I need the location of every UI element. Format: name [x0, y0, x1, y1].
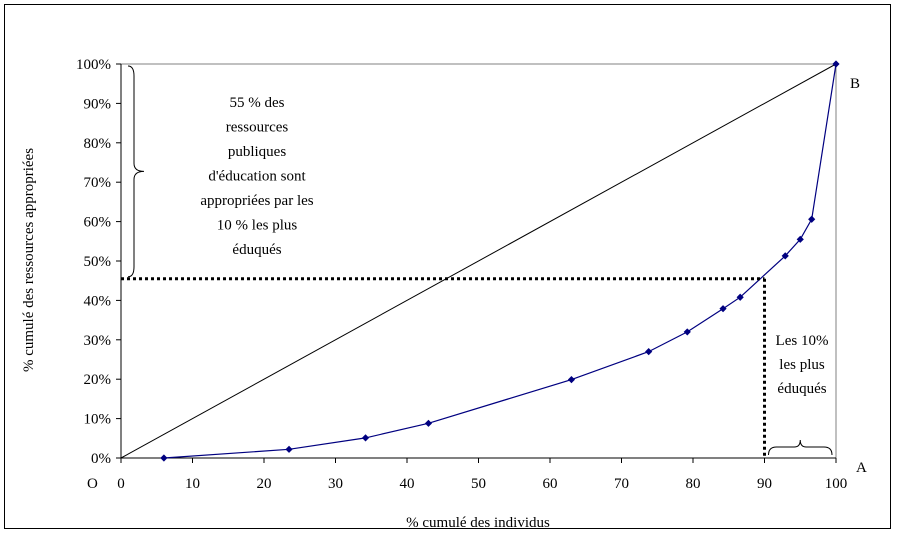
left-note-line: publiques — [228, 144, 286, 160]
y-tick-label: 20% — [84, 372, 112, 388]
curve-marker — [361, 434, 370, 442]
left-note-line: d'éducation sont — [208, 169, 306, 185]
tick-labels: 0% 10% 20% 30% 40% 50% 60% 70% 80% 90% 100% 0 10 20 30… — [76, 57, 847, 492]
y-tick-label: 100% — [76, 57, 111, 73]
bottom-brace — [768, 439, 833, 456]
x-axis-title: % cumulé des individus — [406, 515, 550, 531]
x-tick-label: 70 — [614, 476, 629, 492]
y-tick-label: 30% — [84, 333, 112, 349]
curve-marker — [424, 419, 433, 427]
x-tick-label: 80 — [686, 476, 701, 492]
x-tick-label: 50 — [471, 476, 486, 492]
y-tick-label: 60% — [84, 215, 112, 231]
y-tick-label: 40% — [84, 293, 112, 309]
left-note-line: éduqués — [232, 242, 281, 258]
left-note-line: 10 % les plus — [217, 218, 298, 234]
x-tick-label: 40 — [400, 476, 415, 492]
x-tick-label: 20 — [257, 476, 272, 492]
chart-marks — [120, 60, 840, 462]
curve-marker — [736, 293, 744, 301]
y-tick-label: 10% — [84, 412, 112, 428]
x-tick-label: 0 — [117, 476, 125, 492]
curve-marker — [796, 235, 804, 243]
right-note-line: éduqués — [777, 381, 826, 397]
left-brace — [127, 65, 145, 278]
origin-label: O — [87, 476, 98, 492]
axes — [116, 63, 837, 463]
point-a-label: A — [856, 460, 867, 476]
x-tick-label: 10 — [185, 476, 200, 492]
chart-frame — [4, 4, 891, 529]
x-tick-label: 100 — [825, 476, 848, 492]
y-tick-label: 50% — [84, 254, 112, 270]
left-note-line: appropriées par les — [200, 193, 313, 209]
right-note-line: les plus — [779, 357, 825, 373]
point-b-label: B — [850, 76, 860, 92]
equality-line — [120, 63, 837, 459]
left-note-line: ressources — [226, 120, 289, 136]
curve-marker — [160, 454, 168, 462]
curve-marker — [285, 445, 293, 453]
right-note-line: Les 10% — [776, 333, 829, 349]
y-tick-label: 0% — [91, 451, 111, 467]
curve-marker — [719, 305, 727, 313]
annotations: O A B 55 % des ressources publiques d'éducatio… — [87, 65, 867, 492]
y-tick-label: 90% — [84, 96, 112, 112]
y-tick-label: 80% — [84, 136, 112, 152]
x-tick-label: 30 — [328, 476, 343, 492]
curve-marker — [567, 375, 576, 384]
curve-marker — [645, 348, 653, 356]
curve-marker — [781, 252, 789, 260]
curve-marker — [832, 60, 840, 68]
x-tick-label: 90 — [757, 476, 772, 492]
y-axis-title: % cumulé des ressources appropriées — [21, 148, 37, 372]
curve-marker — [808, 215, 816, 223]
curve-marker — [683, 328, 691, 336]
left-note-line: 55 % des — [230, 95, 285, 111]
x-tick-label: 60 — [543, 476, 558, 492]
y-tick-label: 70% — [84, 175, 112, 191]
